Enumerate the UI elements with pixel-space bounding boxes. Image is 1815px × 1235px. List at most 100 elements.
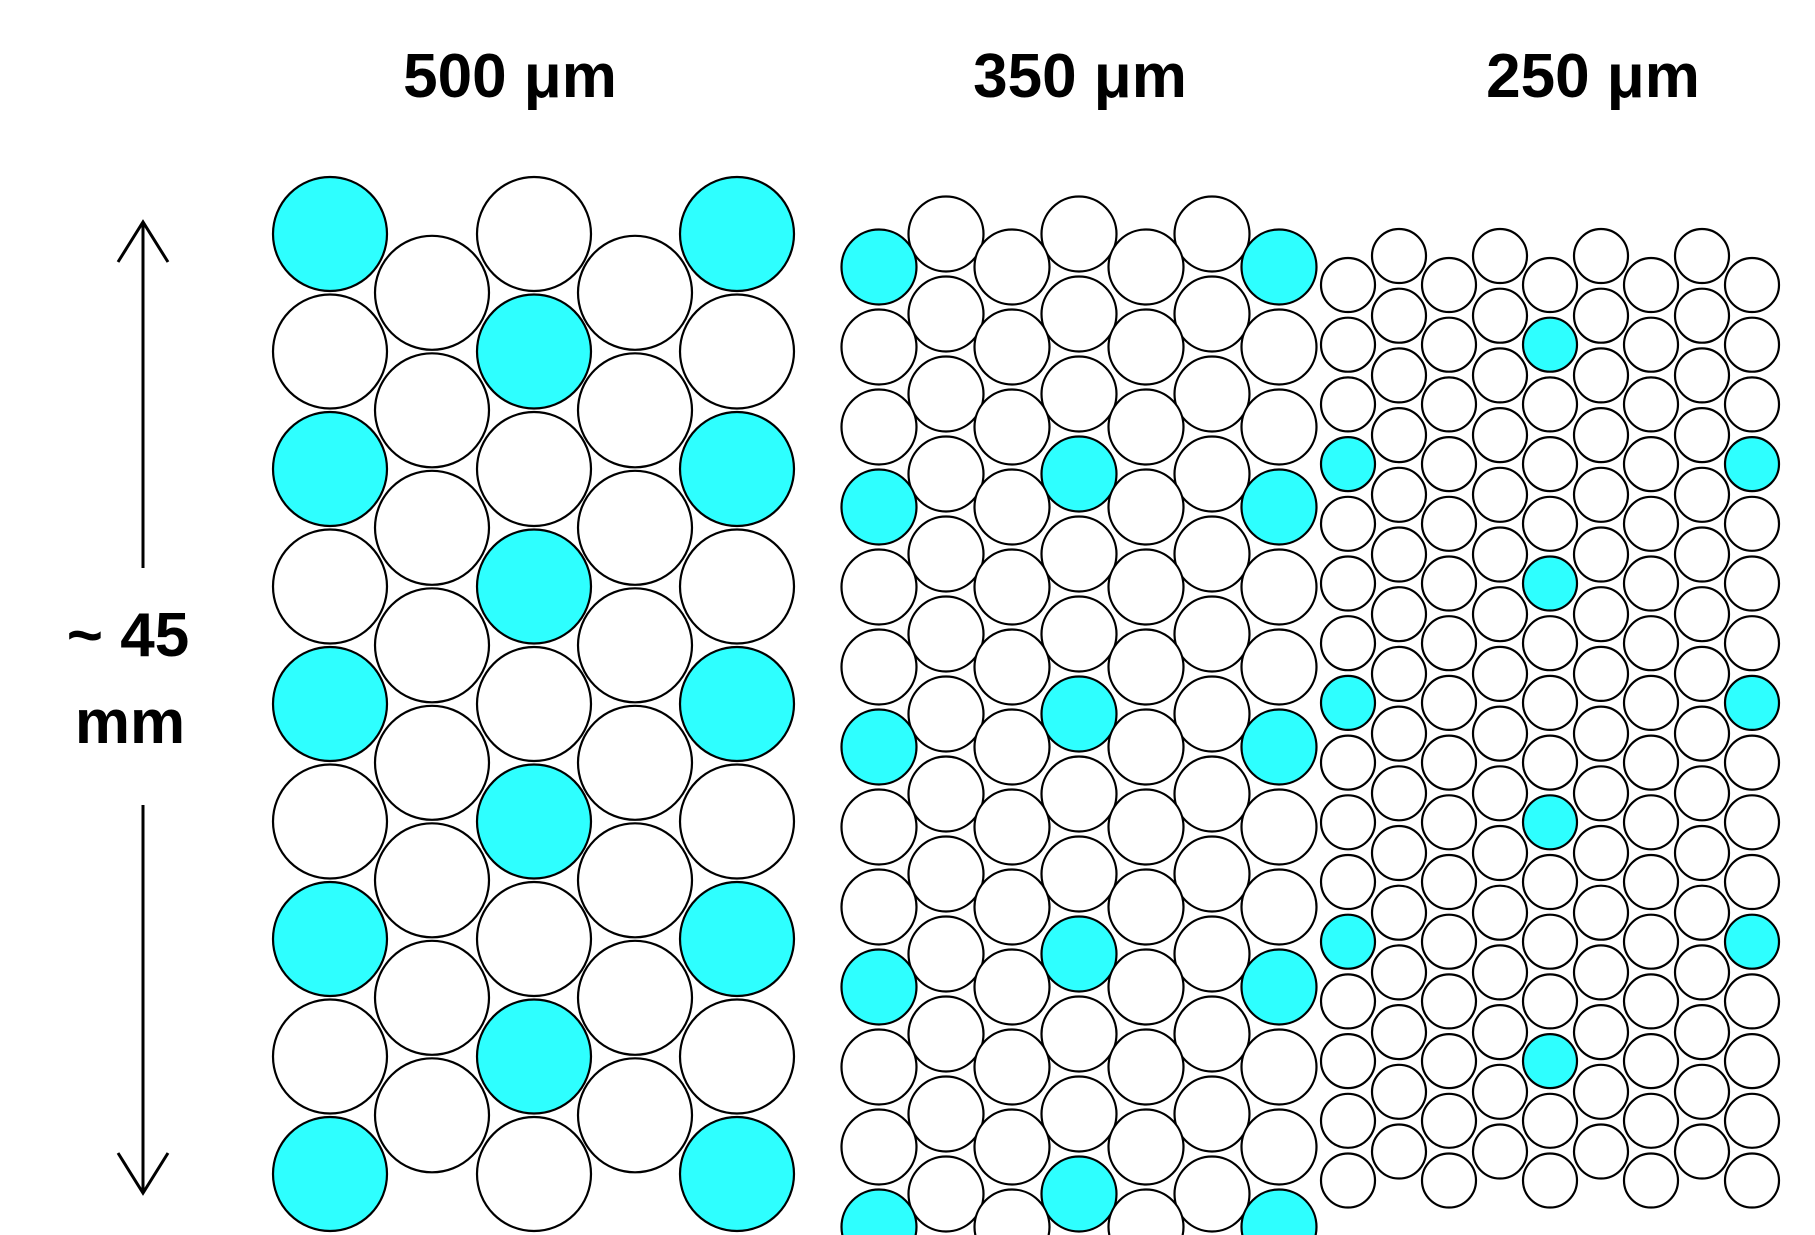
fiber-350: [973, 948, 1051, 1026]
fiber-250: [1370, 884, 1428, 941]
fiber-500-highlighted: [475, 763, 593, 880]
fiber-250: [1319, 376, 1377, 433]
fiber-500: [271, 293, 389, 410]
fiber-250: [1572, 824, 1630, 882]
fiber-250: [1622, 495, 1680, 552]
fiber-500: [576, 234, 694, 351]
fiber-350: [840, 1028, 918, 1106]
panel-title-250um: 250 μm: [1486, 42, 1700, 111]
fiber-350: [1173, 755, 1251, 833]
fiber-250: [1521, 376, 1579, 433]
fiber-350: [1040, 595, 1118, 673]
fiber-250: [1471, 586, 1529, 643]
fiber-250: [1319, 794, 1377, 851]
fiber-350: [840, 1108, 918, 1186]
fiber-500: [576, 587, 694, 704]
fiber-500-highlighted: [271, 880, 389, 998]
fiber-350: [1107, 548, 1185, 626]
fiber-250: [1370, 1123, 1428, 1180]
fiber-250: [1420, 973, 1478, 1030]
fiber-350: [1240, 1028, 1318, 1106]
fiber-250: [1420, 436, 1478, 493]
fiber-250: [1673, 944, 1731, 1001]
fiber-250-highlighted: [1723, 674, 1781, 732]
fiber-250: [1319, 256, 1377, 314]
fiber-250: [1471, 1063, 1529, 1120]
fiber-250: [1723, 495, 1781, 552]
fiber-250: [1723, 1092, 1781, 1149]
fiber-500: [271, 998, 389, 1115]
fiber-350: [840, 868, 918, 946]
fiber-350: [973, 708, 1051, 786]
fiber-350-highlighted: [1240, 708, 1318, 786]
fiber-250: [1471, 824, 1529, 882]
fiber-250: [1572, 347, 1630, 404]
fiber-500-highlighted: [475, 293, 593, 410]
fiber-350: [1107, 788, 1185, 866]
fiber-350-highlighted: [1240, 468, 1318, 546]
fiber-250-highlighted: [1521, 316, 1579, 373]
panel-title-350um: 350 μm: [973, 42, 1187, 111]
fiber-250: [1370, 1003, 1428, 1061]
fiber-350: [1240, 1108, 1318, 1186]
fiber-250: [1521, 1092, 1579, 1149]
fiber-250: [1622, 913, 1680, 970]
fiber-350: [973, 388, 1051, 466]
fiber-500: [373, 234, 491, 351]
fiber-350: [1107, 468, 1185, 546]
fiber-250: [1622, 555, 1680, 612]
fiber-250: [1420, 316, 1478, 373]
fiber-350-highlighted: [1040, 675, 1118, 753]
fiber-500-highlighted: [475, 998, 593, 1115]
fiber-250: [1673, 526, 1731, 583]
fiber-350: [1040, 515, 1118, 593]
fiber-500: [373, 469, 491, 586]
fiber-250: [1319, 734, 1377, 791]
fiber-350: [1107, 1028, 1185, 1106]
fiber-350: [1240, 388, 1318, 466]
fiber-250: [1420, 1092, 1478, 1149]
fiber-250: [1723, 973, 1781, 1030]
fiber-250: [1723, 615, 1781, 672]
fiber-350: [973, 1028, 1051, 1106]
fiber-250: [1723, 376, 1781, 433]
fiber-250: [1521, 256, 1579, 314]
fiber-350: [1107, 1108, 1185, 1186]
fiber-350: [1173, 515, 1251, 593]
fiber-350: [840, 628, 918, 706]
fiber-350: [840, 548, 918, 626]
fiber-250: [1471, 884, 1529, 941]
fiber-250: [1471, 407, 1529, 464]
fiber-250: [1471, 1003, 1529, 1061]
fiber-350: [973, 308, 1051, 386]
dimension-label-value: ~ 45: [67, 601, 189, 670]
fiber-350: [1107, 628, 1185, 706]
fiber-250: [1572, 765, 1630, 822]
fiber-250: [1673, 1003, 1731, 1061]
fiber-250: [1723, 316, 1781, 373]
fiber-350-highlighted: [840, 948, 918, 1026]
fiber-350: [1240, 788, 1318, 866]
fiber-250: [1622, 376, 1680, 433]
fiber-250: [1370, 347, 1428, 404]
fiber-250-highlighted: [1521, 1032, 1579, 1090]
fiber-350: [1173, 595, 1251, 673]
fiber-250: [1673, 407, 1731, 464]
fiber-250: [1420, 1032, 1478, 1090]
fiber-500: [475, 410, 593, 528]
fiber-250: [1370, 944, 1428, 1001]
fiber-350: [1173, 355, 1251, 433]
fiber-500-highlighted: [475, 528, 593, 645]
fiber-250: [1521, 615, 1579, 672]
fiber-500: [475, 645, 593, 763]
fiber-350: [1173, 675, 1251, 753]
fiber-350: [907, 275, 985, 353]
fiber-250: [1471, 227, 1529, 285]
fiber-250: [1420, 794, 1478, 851]
fiber-250: [1723, 794, 1781, 851]
fiber-500-highlighted: [678, 880, 796, 998]
fiber-250: [1521, 495, 1579, 552]
fiber-250: [1370, 765, 1428, 822]
fiber-350-highlighted: [1040, 1155, 1118, 1233]
fiber-350: [1040, 1075, 1118, 1153]
